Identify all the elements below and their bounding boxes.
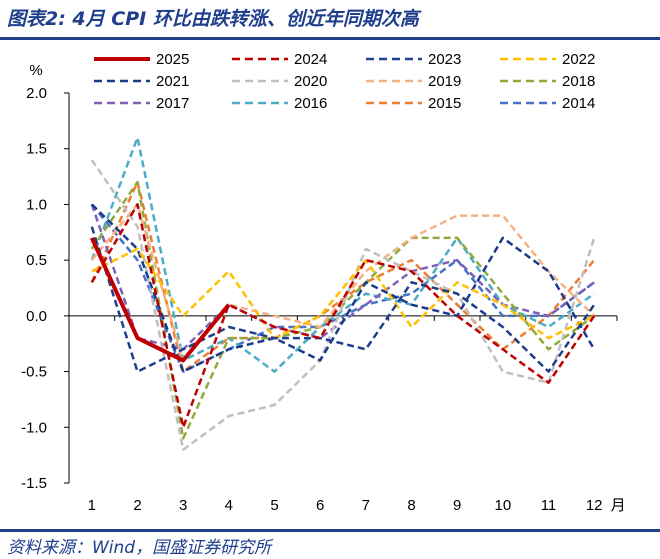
legend-label-2018: 2018 (562, 73, 595, 90)
legend-label-2014: 2014 (562, 95, 595, 112)
series-line-2025 (89, 237, 231, 363)
x-tick-label: 11 (541, 497, 557, 514)
series-line-2016 (90, 136, 595, 373)
x-tick-label: 7 (362, 497, 370, 514)
legend-label-2015: 2015 (428, 95, 461, 112)
x-tick-label: 2 (133, 497, 141, 514)
legend-label-2020: 2020 (294, 73, 327, 90)
y-tick-label: 2.0 (26, 85, 47, 102)
y-tick-label: -0.5 (21, 364, 47, 381)
x-tick-label: 12 (586, 497, 603, 514)
series-line-2018 (90, 180, 595, 440)
y-tick-label: -1.5 (21, 475, 47, 492)
series-line-2014 (90, 203, 595, 373)
legend-label-2021: 2021 (156, 73, 189, 90)
y-tick-label: 0.5 (26, 252, 47, 269)
legend-label-2024: 2024 (294, 51, 327, 68)
x-tick-label: 4 (225, 497, 233, 514)
source-rule (0, 529, 660, 532)
series-line-2020 (90, 159, 596, 451)
source-note: 资料来源：Wind，国盛证券研究所 (7, 538, 272, 558)
x-tick-label: 8 (407, 497, 415, 514)
x-tick-label: 10 (494, 497, 511, 514)
series-line-2024 (90, 203, 596, 429)
legend-label-2017: 2017 (156, 95, 189, 112)
y-tick-label: 1.0 (26, 196, 47, 213)
y-tick-label: 0.0 (26, 308, 47, 325)
y-tick-label: 1.5 (26, 141, 47, 158)
series-line-2022 (91, 247, 595, 340)
legend-label-2025: 2025 (156, 51, 189, 68)
legend-label-2022: 2022 (562, 51, 595, 68)
series-line-2021 (90, 203, 596, 373)
x-tick-label: 1 (88, 497, 96, 514)
x-tick-label: 9 (453, 497, 461, 514)
series-line-2023 (90, 226, 596, 373)
title-rule (0, 37, 660, 40)
x-tick-label: 6 (316, 497, 324, 514)
legend-label-2019: 2019 (428, 73, 461, 90)
x-tick-label: 3 (179, 497, 187, 514)
x-unit-label: 月 (611, 497, 626, 514)
y-axis-label: % (29, 62, 42, 79)
chart-title: 图表2: 4月 CPI 环比由跌转涨、创近年同期次高 (7, 8, 419, 30)
x-tick-label: 5 (270, 497, 278, 514)
legend-label-2016: 2016 (294, 95, 327, 112)
y-tick-label: -1.0 (21, 419, 47, 436)
legend-label-2023: 2023 (428, 51, 461, 68)
series-line-2015 (90, 180, 596, 373)
